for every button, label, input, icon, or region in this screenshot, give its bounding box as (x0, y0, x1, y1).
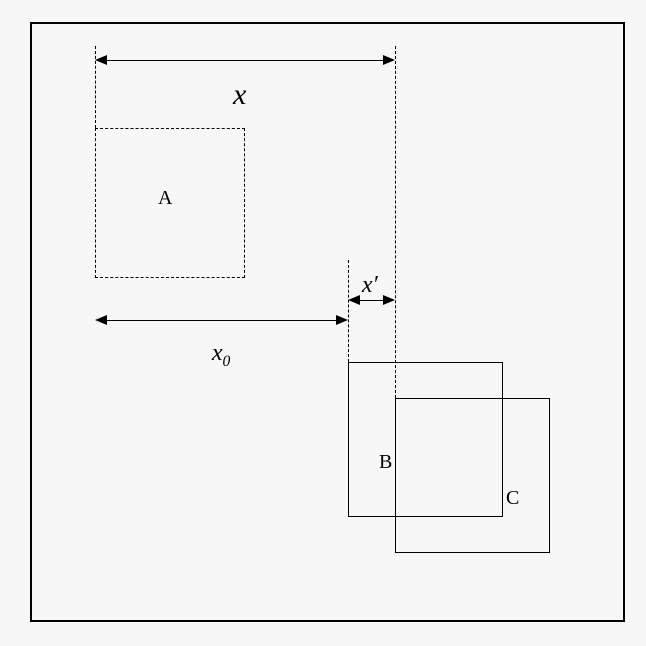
guide-line-mid (348, 260, 349, 362)
dimension-x0-sub: 0 (223, 353, 231, 370)
box-a: A (95, 128, 245, 278)
box-c: C (395, 398, 550, 553)
dimension-x0-base: x (212, 340, 223, 366)
dimension-x-prime-line (358, 300, 385, 301)
dimension-x0-line (105, 320, 338, 321)
dimension-x-prime-label: x′ (362, 272, 378, 299)
arrow-right-icon (336, 315, 348, 325)
box-a-label: A (158, 187, 172, 210)
dimension-x0-label: x0 (212, 340, 230, 371)
box-b-label: B (379, 451, 392, 474)
dimension-x-line (105, 60, 385, 61)
arrow-right-icon (383, 295, 395, 305)
arrow-right-icon (383, 55, 395, 65)
dimension-x-label: x (233, 78, 246, 112)
box-c-label: C (506, 487, 519, 510)
diagram-canvas: A B C x x0 x′ (0, 0, 646, 646)
guide-line-right (395, 46, 396, 398)
